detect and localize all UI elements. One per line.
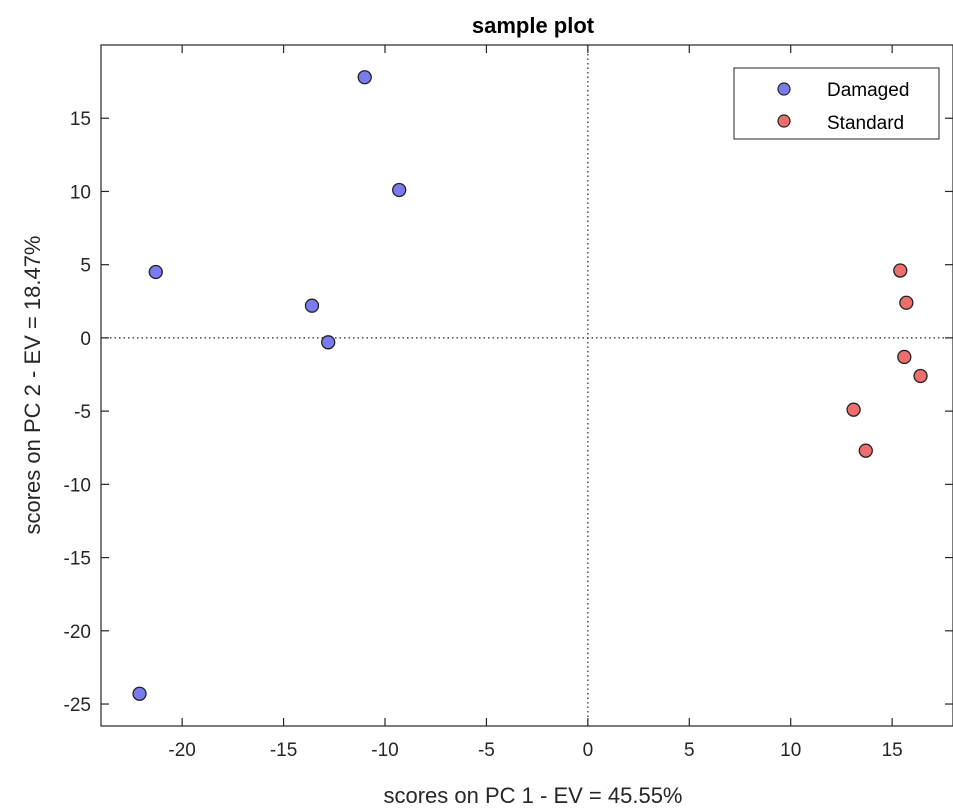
data-point-standard bbox=[897, 349, 912, 365]
data-point-standard bbox=[899, 295, 914, 310]
x-tick-label: 10 bbox=[780, 740, 801, 761]
legend-label-standard: Standard bbox=[827, 113, 904, 134]
reference-lines bbox=[101, 45, 953, 726]
y-tick-label: -5 bbox=[74, 402, 91, 423]
data-point-standard bbox=[893, 263, 908, 278]
data-point-damaged bbox=[321, 335, 336, 350]
data-points bbox=[132, 70, 928, 701]
data-point-standard bbox=[858, 443, 873, 458]
y-tick-label: 10 bbox=[70, 182, 91, 203]
y-tick-label: -25 bbox=[64, 695, 91, 716]
chart-title: sample plot bbox=[472, 13, 595, 38]
x-axis-label: scores on PC 1 - EV = 45.55% bbox=[384, 783, 683, 808]
x-tick-label: 5 bbox=[684, 740, 695, 761]
y-tick-label: -10 bbox=[64, 475, 91, 496]
data-point-standard bbox=[913, 368, 928, 384]
y-tick-label: -15 bbox=[64, 549, 91, 570]
plot-border bbox=[100, 44, 953, 727]
data-point-damaged bbox=[357, 70, 372, 85]
x-tick-label: -10 bbox=[371, 740, 398, 761]
legend-box bbox=[733, 67, 940, 140]
data-point-damaged bbox=[304, 298, 320, 313]
legend: Damaged Standard bbox=[733, 67, 940, 140]
legend-marker-damaged bbox=[777, 82, 791, 96]
data-point-damaged bbox=[392, 182, 407, 198]
data-point-damaged bbox=[132, 686, 147, 701]
y-tick-label: 5 bbox=[80, 256, 91, 277]
x-tick-label: 0 bbox=[583, 740, 594, 761]
legend-label-damaged: Damaged bbox=[827, 80, 909, 101]
x-tick-label: -5 bbox=[478, 740, 495, 761]
x-tick-label: -20 bbox=[168, 740, 195, 761]
x-tick-label: 15 bbox=[882, 740, 903, 761]
data-point-damaged bbox=[148, 264, 163, 280]
y-tick-label: 0 bbox=[80, 329, 91, 350]
y-axis-label: scores on PC 2 - EV = 18.47% bbox=[20, 236, 45, 535]
axis-ticks: -20 -15 -10 -5 0 5 10 15 -25 -20 -15 -10 -5 0 5 10 15 bbox=[64, 45, 953, 761]
x-tick-label: -15 bbox=[270, 740, 297, 761]
y-tick-label: -20 bbox=[64, 622, 91, 643]
legend-marker-standard bbox=[777, 114, 791, 128]
data-point-standard bbox=[846, 402, 861, 417]
y-tick-label: 15 bbox=[70, 109, 91, 130]
plot-background bbox=[101, 45, 953, 726]
